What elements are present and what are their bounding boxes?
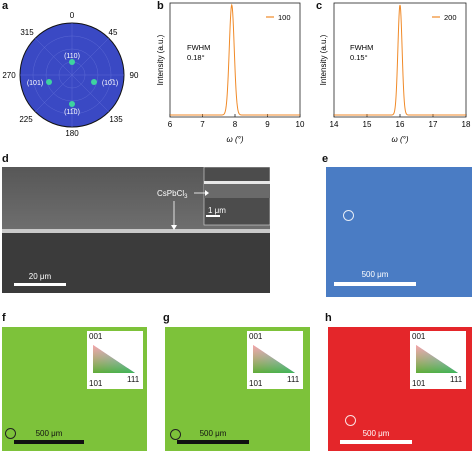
compound-label: CsPbCl3 — [157, 189, 188, 200]
ipf-label-001: 001 — [249, 332, 263, 341]
spot-label-101: (101) — [27, 80, 43, 87]
scale-bar-g — [177, 440, 249, 444]
angle-label-45: 45 — [109, 28, 118, 37]
angle-label-180: 180 — [65, 129, 79, 138]
legend-label: 100 — [278, 13, 291, 22]
fwhm-label: FWHM — [350, 43, 373, 52]
x-axis-label: ω (°) — [227, 135, 244, 144]
ipf-inset-h: 001 101 111 — [410, 331, 466, 389]
angle-label-90: 90 — [130, 71, 139, 80]
peak-curve — [334, 4, 466, 116]
fwhm-value: 0.15° — [350, 53, 368, 62]
ipf-triangle — [416, 345, 458, 373]
main-scale-label: 20 μm — [29, 272, 52, 281]
sem-inset — [203, 167, 270, 226]
ebsd-map-e: 500 μm — [326, 167, 472, 297]
ipf-triangle — [93, 345, 135, 373]
angle-label-225: 225 — [19, 115, 33, 124]
x-tick-label: 15 — [363, 120, 372, 129]
x-axis-label: ω (°) — [392, 135, 409, 144]
ipf-label-101: 101 — [412, 379, 426, 388]
x-tick-label: 7 — [200, 120, 205, 129]
x-tick-label: 8 — [233, 120, 238, 129]
ebsd-map-g: 001 101 111 500 μm — [165, 327, 310, 451]
compound-subscript: 3 — [184, 194, 188, 200]
ebsd-map-h: 001 101 111 500 μm — [328, 327, 472, 451]
panel-label-b: b — [157, 0, 164, 12]
fwhm-value: 0.18° — [187, 53, 205, 62]
ebsd-map-f: 001 101 111 500 μm — [2, 327, 147, 451]
x-tick-label: 18 — [462, 120, 471, 129]
scale-bar-e — [334, 282, 416, 286]
panel-label-c: c — [316, 0, 323, 12]
layer-marker-head — [171, 225, 177, 230]
spot-label-1-10: (11̅0) — [64, 108, 80, 116]
inset-scale-label: 1 μm — [208, 206, 226, 215]
grain-marker — [170, 429, 181, 440]
panel-label-g: g — [163, 312, 170, 324]
ipf-label-111: 111 — [450, 375, 463, 384]
y-axis-label: Intensity (a.u.) — [156, 34, 165, 85]
ipf-label-001: 001 — [89, 332, 103, 341]
pole-spot-1-10 — [69, 101, 75, 107]
pole-spot-101 — [46, 79, 52, 85]
peak-curve — [170, 3, 300, 116]
x-tick-label: 16 — [396, 120, 405, 129]
ipf-inset-f: 001 101 111 — [87, 331, 143, 389]
pole-spot-110 — [69, 59, 75, 65]
ipf-label-101: 101 — [89, 379, 103, 388]
angle-label-270: 270 — [2, 71, 16, 80]
compound-text: CsPbCl — [157, 189, 184, 198]
panel-label-h: h — [325, 312, 332, 324]
x-tick-label: 14 — [330, 120, 339, 129]
ipf-triangle — [253, 345, 295, 373]
grain-marker — [345, 415, 356, 426]
x-tick-label: 17 — [429, 120, 438, 129]
legend-label: 200 — [444, 13, 457, 22]
fwhm-label: FWHM — [187, 43, 210, 52]
ipf-label-111: 111 — [287, 375, 300, 384]
main-scale-bar — [14, 283, 66, 286]
y-axis-label: Intensity (a.u.) — [319, 34, 328, 85]
angle-label-135: 135 — [109, 115, 123, 124]
scale-bar-h — [340, 440, 412, 444]
scale-label-f: 500 μm — [35, 429, 63, 438]
pole-grid — [20, 23, 124, 127]
x-tick-label: 6 — [168, 120, 173, 129]
panel-label-d: d — [2, 153, 9, 165]
pole-figure: 0 45 90 135 180 225 270 315 (110) (101) … — [2, 11, 139, 138]
ipf-label-001: 001 — [412, 332, 426, 341]
scale-label-h: 500 μm — [362, 429, 390, 438]
sem-cross-section: CsPbCl3 1 μm 20 μm — [2, 167, 270, 293]
scale-label-e: 500 μm — [361, 270, 389, 279]
angle-label-0: 0 — [70, 11, 75, 20]
x-tick-label: 10 — [296, 120, 305, 129]
rocking-curve-chart-b: Intensity (a.u.) ω (°) FWHM 0.18° 100 6 7… — [156, 2, 305, 144]
scale-bar-f — [14, 440, 84, 444]
ipf-label-111: 111 — [127, 375, 140, 384]
ipf-label-101: 101 — [249, 379, 263, 388]
angle-label-315: 315 — [20, 28, 34, 37]
panel-label-a: a — [2, 0, 9, 12]
grain-marker — [5, 428, 16, 439]
spot-label-110: (110) — [64, 53, 80, 60]
scale-label-g: 500 μm — [199, 429, 227, 438]
panel-label-f: f — [2, 312, 6, 324]
spot-label-10-1: (10̅1) — [102, 79, 118, 87]
panel-label-e: e — [322, 153, 329, 165]
arrow-head — [205, 190, 209, 196]
grain-marker — [343, 210, 354, 221]
ipf-inset-g: 001 101 111 — [247, 331, 303, 389]
pole-spot-10-1 — [91, 79, 97, 85]
rocking-curve-chart-c: Intensity (a.u.) ω (°) FWHM 0.15° 200 14… — [319, 2, 471, 144]
x-tick-label: 9 — [265, 120, 270, 129]
